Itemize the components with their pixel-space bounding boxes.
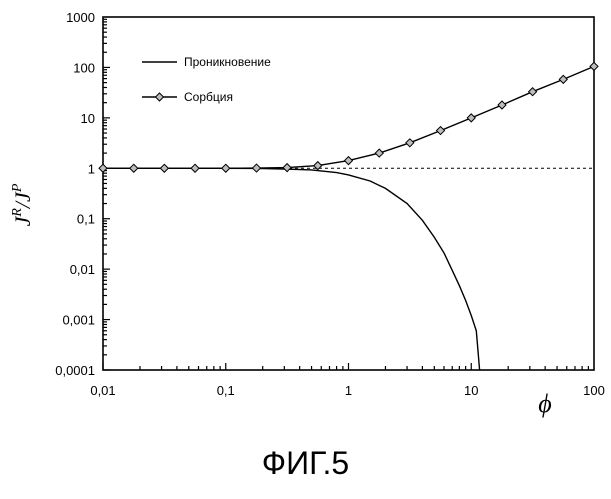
y-label-sup2: P (10, 183, 25, 193)
series-point-2 (129, 163, 139, 173)
series-point-2 (497, 100, 507, 110)
series-point-2 (558, 74, 568, 85)
y-tick-label: 0,001 (62, 313, 95, 328)
series-point-2 (343, 155, 354, 166)
series-point-2 (98, 163, 108, 173)
x-tick-label: 0,1 (217, 383, 235, 398)
plot-area (102, 16, 595, 371)
series-point-2 (374, 148, 384, 158)
y-label-sup1: R (10, 208, 25, 218)
series-point-2 (527, 87, 538, 97)
series-point-2 (221, 163, 231, 173)
figure-caption: ФИГ.5 (261, 445, 350, 481)
y-tick-label: 10 (81, 111, 95, 126)
series-point-2 (282, 162, 292, 173)
y-tick-label: 1 (88, 161, 95, 176)
y-tick-label: 0,01 (70, 262, 95, 277)
y-label-main2: J (10, 191, 35, 202)
series-point-2 (466, 113, 476, 123)
series-point-2 (589, 61, 599, 72)
tick-labels: 0,01 0,1 1 10 100 0,0001 0,001 0,01 0,1 1 10 100 100… (55, 10, 605, 398)
series-point-2 (405, 138, 415, 148)
legend: Проникновение Сорбция (142, 55, 271, 104)
y-tick-label: 0,1 (77, 212, 95, 227)
series-point-2 (251, 163, 262, 173)
legend-label: Сорбция (184, 90, 233, 104)
plot-border (102, 16, 595, 371)
legend-marker (154, 92, 165, 102)
y-axis-label: JR/JP (10, 183, 35, 226)
series-point-2 (190, 163, 200, 173)
y-tick-label: 1000 (66, 10, 95, 25)
axis-ticks (102, 18, 589, 371)
y-tick-label: 100 (73, 60, 95, 75)
series-point-2 (435, 125, 446, 136)
x-tick-label: 100 (583, 383, 605, 398)
series-point-2 (313, 160, 323, 171)
y-label-slash: / (10, 200, 35, 210)
x-axis-label: ϕ (538, 389, 551, 418)
series-line-2 (103, 65, 595, 170)
x-tick-label: 10 (464, 383, 478, 398)
y-label-main1: J (10, 215, 35, 226)
chart: 0,01 0,1 1 10 100 0,0001 0,001 0,01 0,1 1 10 100 100… (10, 10, 605, 418)
y-tick-label: 0,0001 (55, 363, 95, 378)
series-point-2 (159, 163, 170, 173)
legend-label: Проникновение (184, 55, 271, 69)
x-tick-label: 0,01 (90, 383, 115, 398)
x-tick-label: 1 (345, 383, 352, 398)
series-line-1 (103, 167, 481, 371)
series-group (98, 61, 599, 371)
